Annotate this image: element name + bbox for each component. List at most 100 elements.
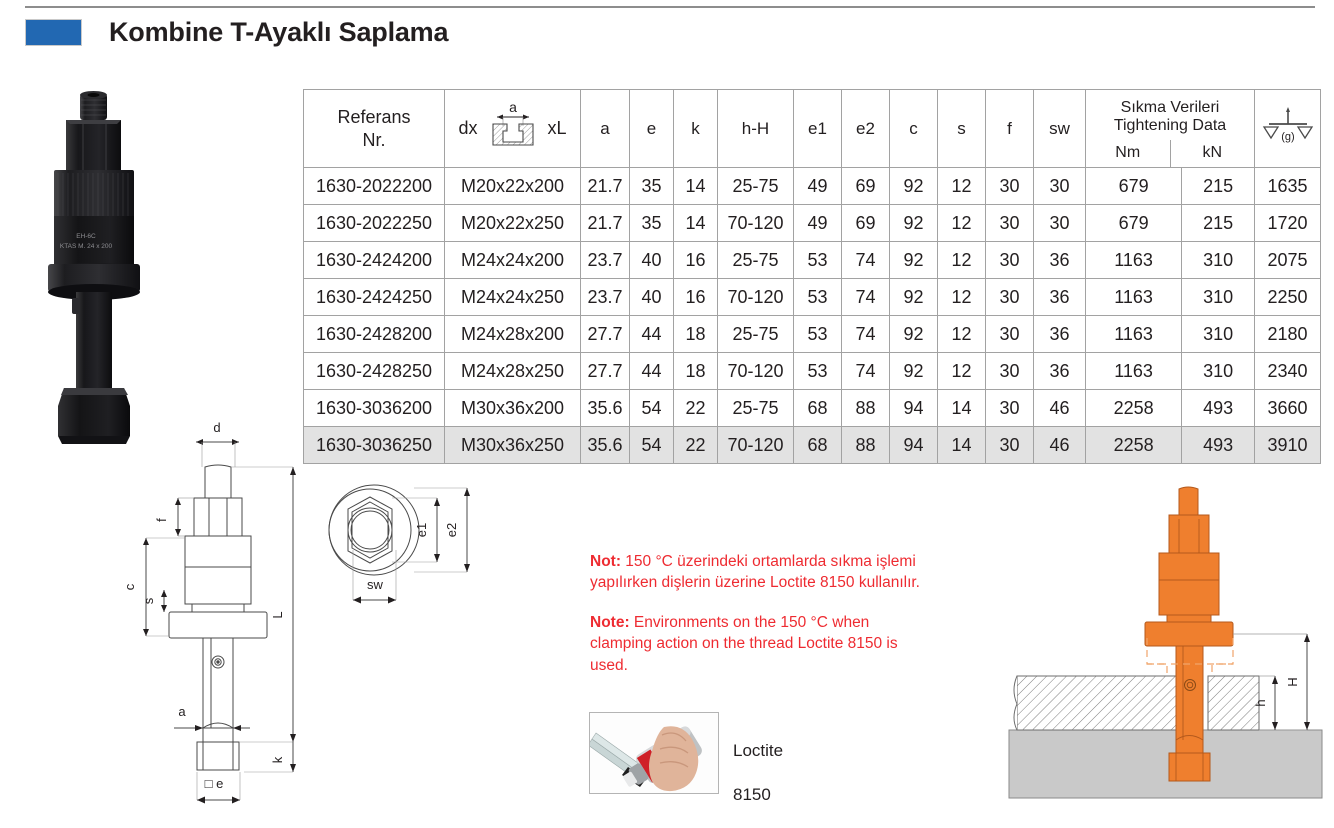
cell-e2: 74 xyxy=(841,278,890,316)
column-header-h-H: h-H xyxy=(717,89,794,168)
cell-kn: 310 xyxy=(1181,241,1255,279)
table-row[interactable]: 1630-2428250 M24x28x250 27.7 44 18 70-120 53 74… xyxy=(303,352,1321,390)
cell-sw: 36 xyxy=(1033,315,1086,353)
cell-sw: 46 xyxy=(1033,426,1086,464)
cell-dimension: M20x22x200 xyxy=(444,167,581,205)
svg-text:□ e: □ e xyxy=(205,776,224,791)
column-header-weight: (g) xyxy=(1254,89,1321,168)
cell-c: 92 xyxy=(889,204,938,242)
column-header-e1: e1 xyxy=(793,89,842,168)
column-header-dx: dx xyxy=(458,118,478,138)
svg-text:d: d xyxy=(213,420,220,435)
svg-text:a: a xyxy=(509,100,517,115)
svg-text:EH-6C: EH-6C xyxy=(76,233,96,240)
cell-dimension: M24x28x200 xyxy=(444,315,581,353)
column-header-a: a xyxy=(580,89,630,168)
section-view-drawing: e1 e2 sw xyxy=(312,472,487,607)
table-row[interactable]: 1630-3036200 M30x36x200 35.6 54 22 25-75 68 88 9… xyxy=(303,389,1321,427)
cell-k: 18 xyxy=(673,352,718,390)
cell-f: 30 xyxy=(985,241,1034,279)
cell-sw: 30 xyxy=(1033,204,1086,242)
column-header-nm: Nm xyxy=(1115,144,1141,162)
cell-a: 35.6 xyxy=(580,389,630,427)
cell-a: 27.7 xyxy=(580,315,630,353)
cell-s: 14 xyxy=(937,426,986,464)
cell-s: 12 xyxy=(937,204,986,242)
page-title: Kombine T-Ayaklı Saplama xyxy=(109,17,449,47)
cell-k: 22 xyxy=(673,426,718,464)
cell-h-H: 70-120 xyxy=(717,352,794,390)
column-header-reference: Referans Nr. xyxy=(303,89,445,168)
note-turkish-label: Not: xyxy=(590,553,621,570)
cell-e1: 68 xyxy=(793,426,842,464)
svg-text:f: f xyxy=(154,518,169,522)
column-header-s: s xyxy=(937,89,986,168)
specification-table: Referans Nr. dx a xyxy=(303,89,1321,464)
cell-reference: 1630-2022200 xyxy=(303,167,445,205)
svg-text:KTAS M. 24 x 200: KTAS M. 24 x 200 xyxy=(60,243,113,250)
column-header-c: c xyxy=(889,89,938,168)
svg-text:L: L xyxy=(270,611,285,618)
svg-text:e1: e1 xyxy=(414,523,429,537)
cell-kn: 310 xyxy=(1181,278,1255,316)
table-row[interactable]: 1630-2424200 M24x24x200 23.7 40 16 25-75 53 74 9… xyxy=(303,241,1321,279)
table-header-row: Referans Nr. dx a xyxy=(303,89,1321,168)
cell-e1: 53 xyxy=(793,315,842,353)
balance-scale-icon: (g) xyxy=(1262,104,1314,153)
cell-nm: 1163 xyxy=(1084,278,1183,316)
cell-e1: 68 xyxy=(793,389,842,427)
table-row[interactable]: 1630-2424250 M24x24x250 23.7 40 16 70-120 53 74… xyxy=(303,278,1321,316)
cell-weight: 3910 xyxy=(1254,426,1321,464)
cell-reference: 1630-2424250 xyxy=(303,278,445,316)
cell-reference: 1630-2428250 xyxy=(303,352,445,390)
cell-dimension: M24x24x250 xyxy=(444,278,581,316)
cell-e2: 88 xyxy=(841,389,890,427)
cell-s: 12 xyxy=(937,352,986,390)
cell-sw: 36 xyxy=(1033,352,1086,390)
tightening-label-tr: Sıkma Verileri xyxy=(1120,99,1220,116)
cell-h-H: 70-120 xyxy=(717,204,794,242)
cell-s: 12 xyxy=(937,278,986,316)
cell-dimension: M20x22x250 xyxy=(444,204,581,242)
table-body: 1630-2022200 M20x22x200 21.7 35 14 25-75 49 69 9… xyxy=(303,167,1321,464)
svg-text:a: a xyxy=(178,704,186,719)
svg-text:s: s xyxy=(141,597,156,604)
note-turkish: Not: 150 °C üzerindeki ortamlarda sıkma … xyxy=(590,551,930,594)
cell-dimension: M30x36x200 xyxy=(444,389,581,427)
table-row[interactable]: 1630-2022200 M20x22x200 21.7 35 14 25-75 49 69 9… xyxy=(303,167,1321,205)
cell-e: 54 xyxy=(629,389,674,427)
cell-a: 23.7 xyxy=(580,241,630,279)
table-row[interactable]: 1630-2022250 M20x22x250 21.7 35 14 70-120 49 69… xyxy=(303,204,1321,242)
cell-weight: 1635 xyxy=(1254,167,1321,205)
cell-nm: 679 xyxy=(1084,204,1183,242)
cell-k: 18 xyxy=(673,315,718,353)
loctite-photo: 8150 xyxy=(589,712,719,794)
note-block: Not: 150 °C üzerindeki ortamlarda sıkma … xyxy=(590,551,930,676)
cell-e1: 53 xyxy=(793,241,842,279)
cell-k: 22 xyxy=(673,389,718,427)
cell-s: 12 xyxy=(937,241,986,279)
cell-f: 30 xyxy=(985,204,1034,242)
cell-c: 94 xyxy=(889,426,938,464)
table-row[interactable]: 1630-2428200 M24x28x200 27.7 44 18 25-75 53 74 9… xyxy=(303,315,1321,353)
table-row[interactable]: 1630-3036250 M30x36x250 35.6 54 22 70-120 68 88… xyxy=(303,426,1321,464)
column-header-e2: e2 xyxy=(841,89,890,168)
cell-reference: 1630-2424200 xyxy=(303,241,445,279)
column-header-reference-line1: Referans xyxy=(337,107,411,127)
svg-text:H: H xyxy=(1285,677,1300,686)
cell-c: 92 xyxy=(889,241,938,279)
cell-k: 14 xyxy=(673,204,718,242)
cell-c: 92 xyxy=(889,352,938,390)
svg-text:(g): (g) xyxy=(1281,131,1294,143)
cell-k: 16 xyxy=(673,278,718,316)
accent-swatch xyxy=(25,19,82,46)
cell-kn: 493 xyxy=(1181,426,1255,464)
cell-h-H: 25-75 xyxy=(717,315,794,353)
loctite-label-line1: Loctite xyxy=(733,741,784,761)
page-title-bar: Kombine T-Ayaklı Saplama xyxy=(25,17,449,48)
cell-s: 12 xyxy=(937,315,986,353)
cell-nm: 1163 xyxy=(1084,315,1183,353)
column-header-xl: xL xyxy=(547,118,567,138)
cell-e2: 74 xyxy=(841,241,890,279)
svg-text:sw: sw xyxy=(367,577,384,592)
